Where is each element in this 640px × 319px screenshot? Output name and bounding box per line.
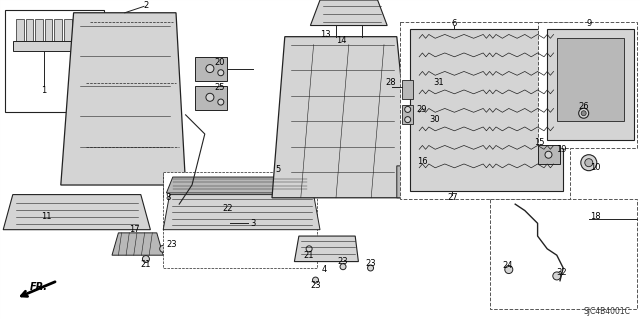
Circle shape bbox=[367, 265, 374, 271]
Text: 28: 28 bbox=[385, 78, 396, 87]
Circle shape bbox=[306, 246, 312, 252]
Text: 32: 32 bbox=[556, 268, 566, 277]
Text: 23: 23 bbox=[166, 241, 177, 249]
Text: 27: 27 bbox=[447, 193, 458, 202]
Text: 20: 20 bbox=[214, 58, 225, 67]
Polygon shape bbox=[16, 19, 24, 41]
Text: 17: 17 bbox=[129, 225, 140, 234]
Text: 21: 21 bbox=[304, 251, 314, 260]
Circle shape bbox=[160, 245, 166, 252]
Text: 31: 31 bbox=[433, 78, 444, 87]
Polygon shape bbox=[64, 19, 72, 41]
Text: 13: 13 bbox=[320, 30, 330, 39]
Circle shape bbox=[585, 159, 593, 167]
Text: 23: 23 bbox=[310, 281, 321, 290]
Circle shape bbox=[404, 107, 411, 112]
Circle shape bbox=[545, 151, 552, 158]
Text: 4: 4 bbox=[322, 265, 327, 274]
Polygon shape bbox=[166, 177, 314, 193]
Text: 19: 19 bbox=[556, 145, 566, 154]
Circle shape bbox=[505, 265, 513, 274]
Text: 25: 25 bbox=[214, 83, 225, 92]
Polygon shape bbox=[410, 29, 563, 191]
Circle shape bbox=[206, 64, 214, 73]
Text: 8: 8 bbox=[166, 193, 171, 202]
Text: 22: 22 bbox=[222, 204, 232, 213]
Polygon shape bbox=[163, 175, 189, 198]
Circle shape bbox=[553, 272, 561, 280]
Polygon shape bbox=[294, 236, 358, 262]
Circle shape bbox=[581, 155, 597, 171]
Text: 23: 23 bbox=[365, 259, 376, 268]
Polygon shape bbox=[195, 57, 227, 81]
Circle shape bbox=[339, 42, 346, 48]
Text: 2: 2 bbox=[143, 1, 148, 10]
Bar bbox=[490, 199, 637, 309]
Circle shape bbox=[581, 111, 586, 116]
Text: 24: 24 bbox=[502, 261, 513, 270]
Polygon shape bbox=[112, 233, 163, 255]
Text: 15: 15 bbox=[534, 138, 545, 147]
Polygon shape bbox=[402, 80, 413, 99]
Circle shape bbox=[312, 277, 319, 283]
Text: 6: 6 bbox=[452, 19, 457, 28]
Polygon shape bbox=[35, 19, 43, 41]
Bar bbox=[538, 22, 637, 148]
Polygon shape bbox=[547, 29, 634, 140]
Circle shape bbox=[218, 70, 224, 76]
Polygon shape bbox=[3, 195, 150, 230]
Circle shape bbox=[340, 264, 346, 270]
Circle shape bbox=[206, 93, 214, 101]
Text: 3: 3 bbox=[250, 219, 255, 228]
Polygon shape bbox=[26, 19, 33, 41]
Polygon shape bbox=[538, 145, 560, 164]
Text: 1: 1 bbox=[41, 86, 46, 95]
Text: 10: 10 bbox=[590, 163, 600, 172]
Text: 26: 26 bbox=[579, 102, 589, 111]
Polygon shape bbox=[397, 166, 422, 198]
Polygon shape bbox=[310, 0, 387, 26]
Bar bbox=[163, 172, 317, 268]
Text: 11: 11 bbox=[42, 212, 52, 221]
Polygon shape bbox=[557, 38, 624, 121]
Text: 9: 9 bbox=[586, 19, 591, 28]
Polygon shape bbox=[272, 37, 413, 198]
Bar bbox=[5, 10, 104, 112]
Text: 14: 14 bbox=[337, 36, 347, 45]
Text: 18: 18 bbox=[590, 212, 600, 221]
Circle shape bbox=[404, 117, 411, 122]
Circle shape bbox=[143, 256, 149, 263]
Polygon shape bbox=[195, 86, 227, 110]
Polygon shape bbox=[163, 195, 320, 230]
Bar bbox=[400, 22, 570, 199]
Circle shape bbox=[323, 36, 330, 42]
Polygon shape bbox=[402, 105, 413, 124]
Text: 5: 5 bbox=[276, 165, 281, 174]
Circle shape bbox=[223, 199, 231, 208]
Text: FR.: FR. bbox=[29, 282, 47, 292]
Circle shape bbox=[173, 183, 179, 190]
Text: 21: 21 bbox=[141, 260, 151, 269]
Polygon shape bbox=[13, 41, 93, 51]
Text: SJC4B4001C: SJC4B4001C bbox=[584, 307, 630, 315]
Polygon shape bbox=[83, 19, 91, 41]
Text: 16: 16 bbox=[417, 157, 428, 166]
Text: 23: 23 bbox=[338, 257, 348, 266]
Polygon shape bbox=[74, 19, 81, 41]
Polygon shape bbox=[54, 19, 62, 41]
Text: 30: 30 bbox=[429, 115, 440, 124]
Polygon shape bbox=[45, 19, 52, 41]
Text: 29: 29 bbox=[417, 105, 427, 114]
Circle shape bbox=[218, 99, 224, 105]
Text: 12: 12 bbox=[344, 0, 354, 1]
Polygon shape bbox=[61, 13, 186, 185]
Circle shape bbox=[579, 108, 589, 118]
